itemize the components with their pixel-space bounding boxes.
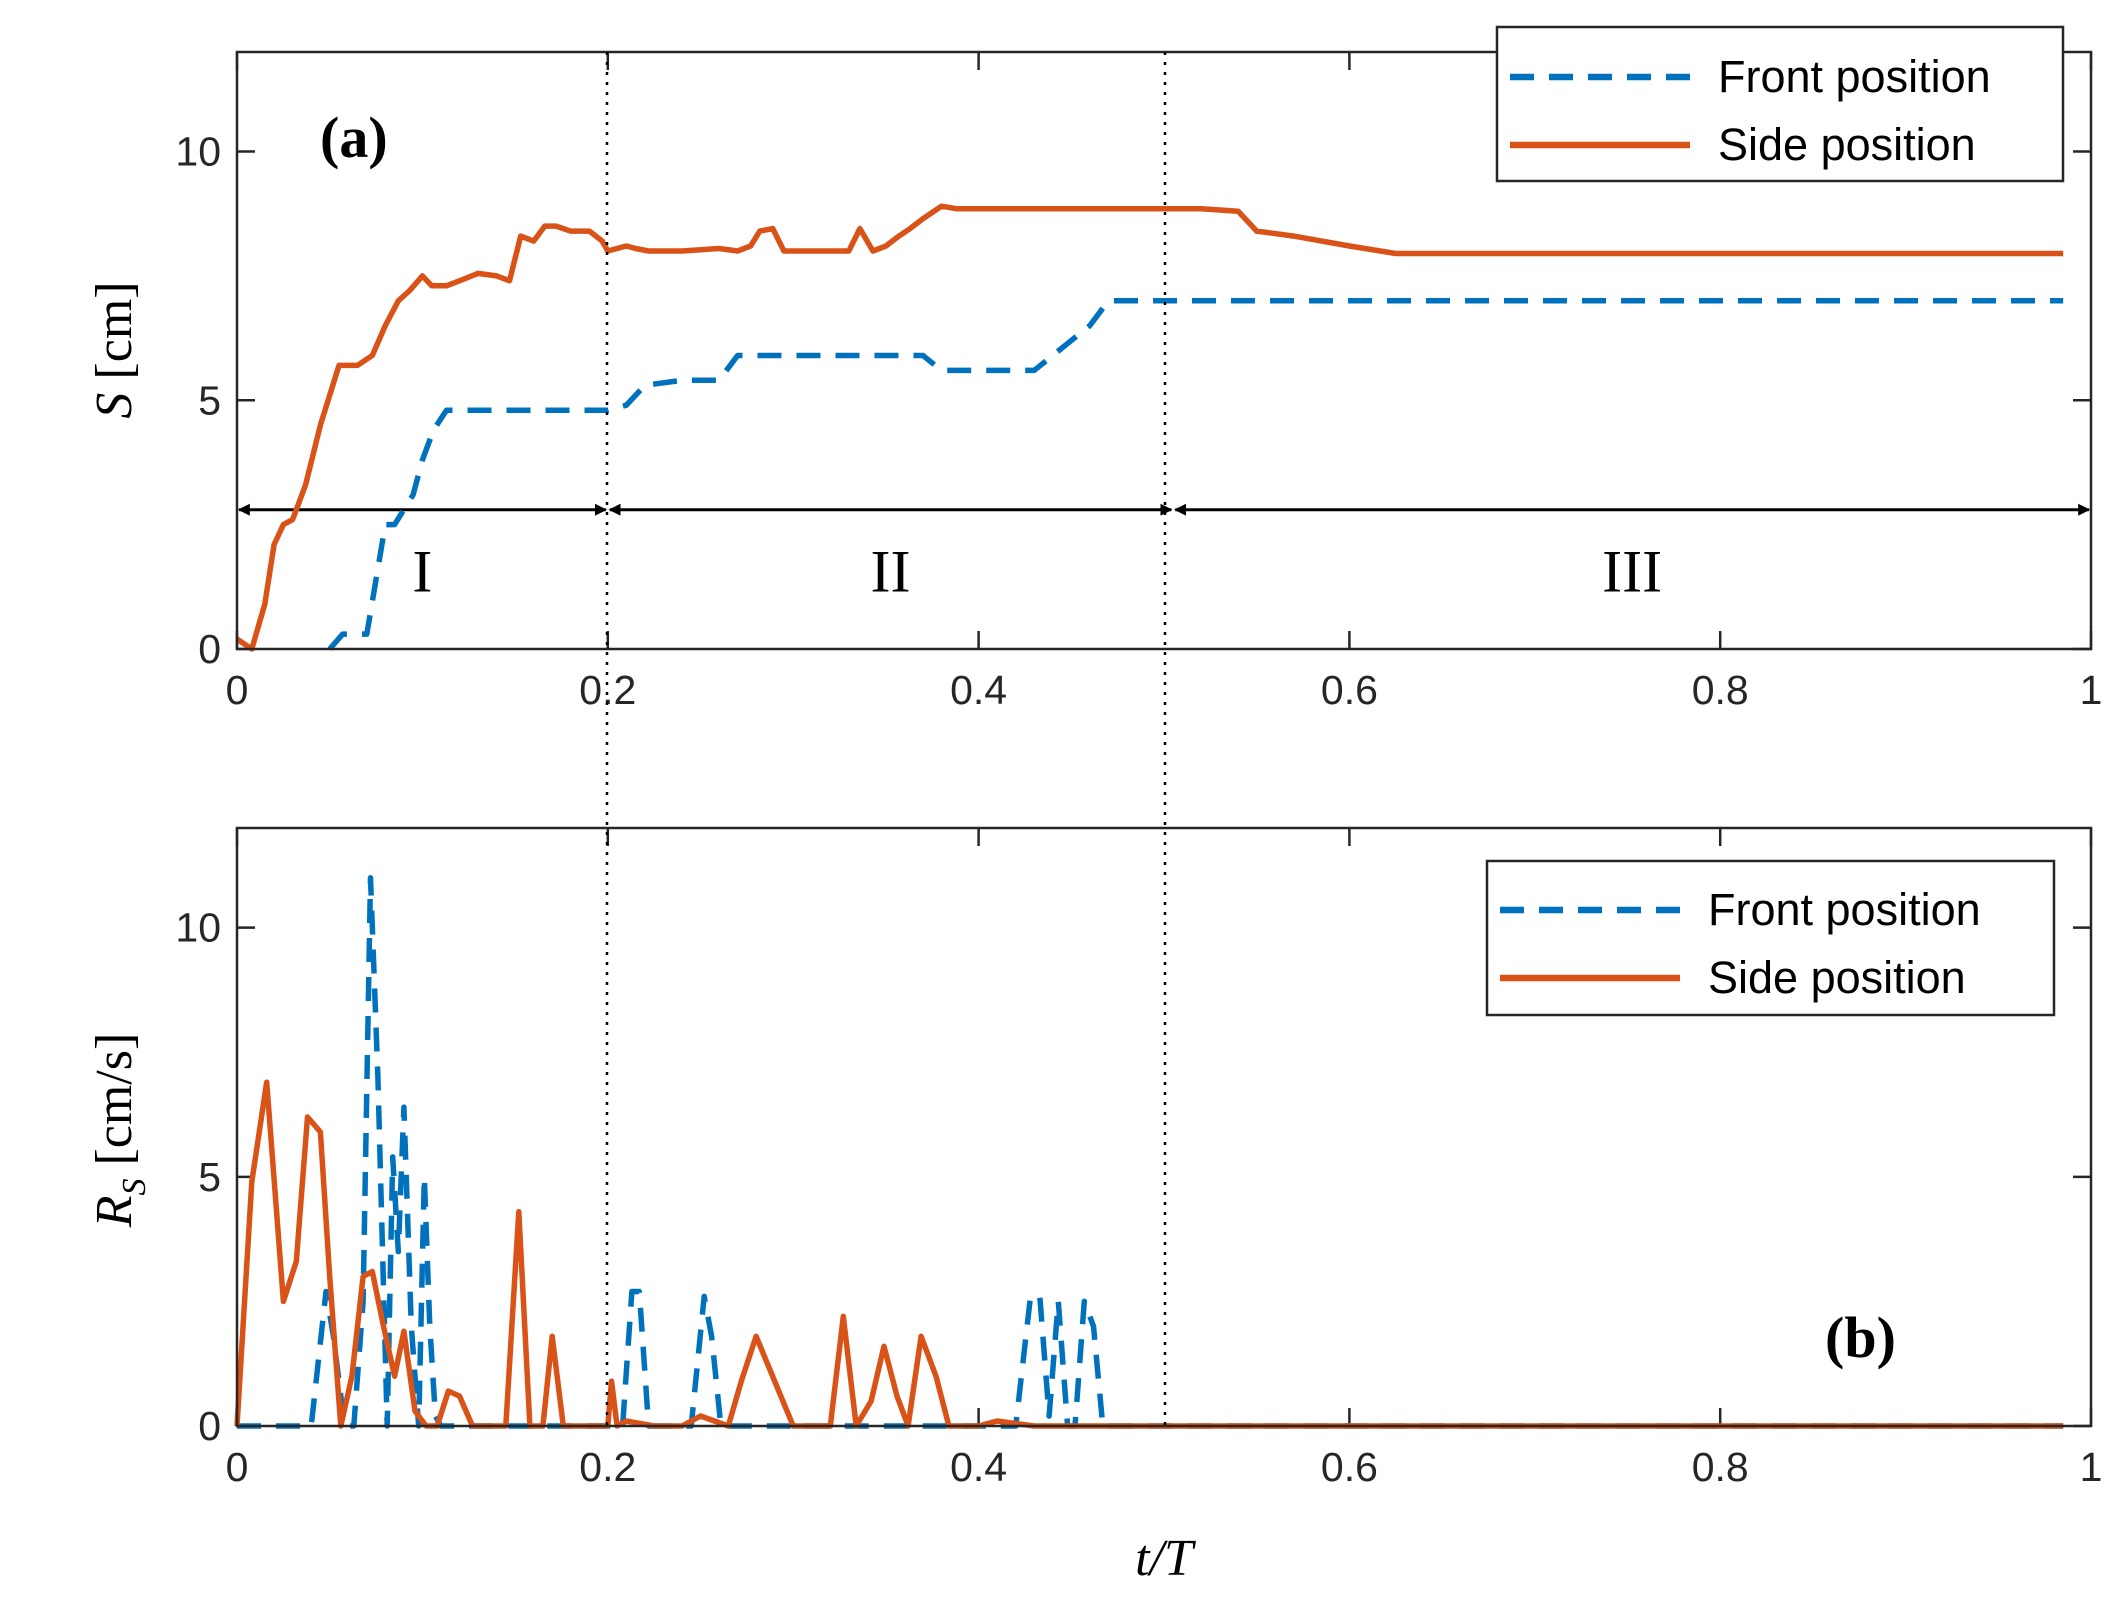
panel-a-region-arrows: I II III (237, 503, 2091, 605)
panel-a-x-tick-label: 0.8 (1692, 667, 1749, 713)
panel-a-legend-front: Front position (1718, 51, 1991, 102)
panel-b-axes-box (235, 826, 2093, 1428)
panel-b-x-tick-label: 0 (226, 1444, 249, 1490)
panel-a-series (235, 203, 2064, 652)
panel-b-y-axis-symbol: R (86, 1196, 143, 1229)
panel-b-y-tick-label: 10 (175, 905, 221, 951)
panel-b-x-axis-label: t/T (1135, 1530, 1196, 1587)
panel-b-y-axis-label: RS [cm/s] (86, 1033, 153, 1229)
panel-a-y-axis-label: S [cm] (86, 281, 143, 418)
panel-a-y-ticks: 0 5 10 (175, 129, 2091, 672)
region-label-2: II (871, 539, 911, 605)
panel-a-side-position-line (235, 203, 2064, 652)
panel-b-x-tick-label: 0.4 (950, 1444, 1007, 1490)
panel-b-legend-side: Side position (1708, 952, 1966, 1003)
panel-a-y-tick-label: 0 (198, 626, 221, 672)
panel-a-y-tick-label: 5 (198, 377, 221, 423)
panel-a-y-axis-symbol: S (86, 393, 143, 419)
region-label-3: III (1602, 539, 1662, 605)
panel-a-x-tick-label: 0.4 (950, 667, 1007, 713)
panel-b-side-position-line (234, 1079, 2064, 1429)
panel-b-label: (b) (1825, 1305, 1896, 1370)
panel-b-y-ticks: 0 5 10 (175, 905, 2091, 1449)
panel-a-x-tick-label: 0.6 (1321, 667, 1378, 713)
panel-b-x-tick-label: 0.2 (579, 1444, 636, 1490)
panel-a-y-axis-unit: [cm] (86, 281, 143, 379)
region-label-1: I (412, 539, 432, 605)
panel-a-x-tick-label: 0 (226, 667, 249, 713)
panel-a-label: (a) (320, 105, 388, 170)
panel-b-chart: 0 0.2 0.4 0.6 0.8 1 0 5 10 (b) RS [cm/s] t/T Fr… (86, 826, 2103, 1587)
panel-a-front-position-line (327, 298, 2064, 651)
panel-b-x-ticks: 0 0.2 0.4 0.6 0.8 1 (226, 828, 2103, 1490)
panel-a-x-tick-label: 1 (2080, 667, 2103, 713)
panel-b-y-tick-label: 0 (198, 1403, 221, 1449)
panel-a-legend-box (1495, 25, 2065, 183)
panel-b-x-tick-label: 1 (2080, 1444, 2103, 1490)
panel-b-y-axis-unit: [cm/s] (86, 1033, 143, 1166)
panel-b-x-tick-label: 0.8 (1692, 1444, 1749, 1490)
panel-b-y-axis-subscript: S (116, 1179, 153, 1196)
panel-b-x-tick-label: 0.6 (1321, 1444, 1378, 1490)
panel-b-legend-front: Front position (1708, 884, 1981, 935)
panel-b-y-tick-label: 5 (198, 1154, 221, 1200)
panel-b-legend: Front position Side position (1485, 859, 2056, 1017)
panel-a-legend-side: Side position (1718, 119, 1976, 170)
panel-b-legend-box (1485, 859, 2056, 1017)
panel-a-legend: Front position Side position (1495, 25, 2065, 183)
panel-a-y-tick-label: 10 (175, 129, 221, 175)
